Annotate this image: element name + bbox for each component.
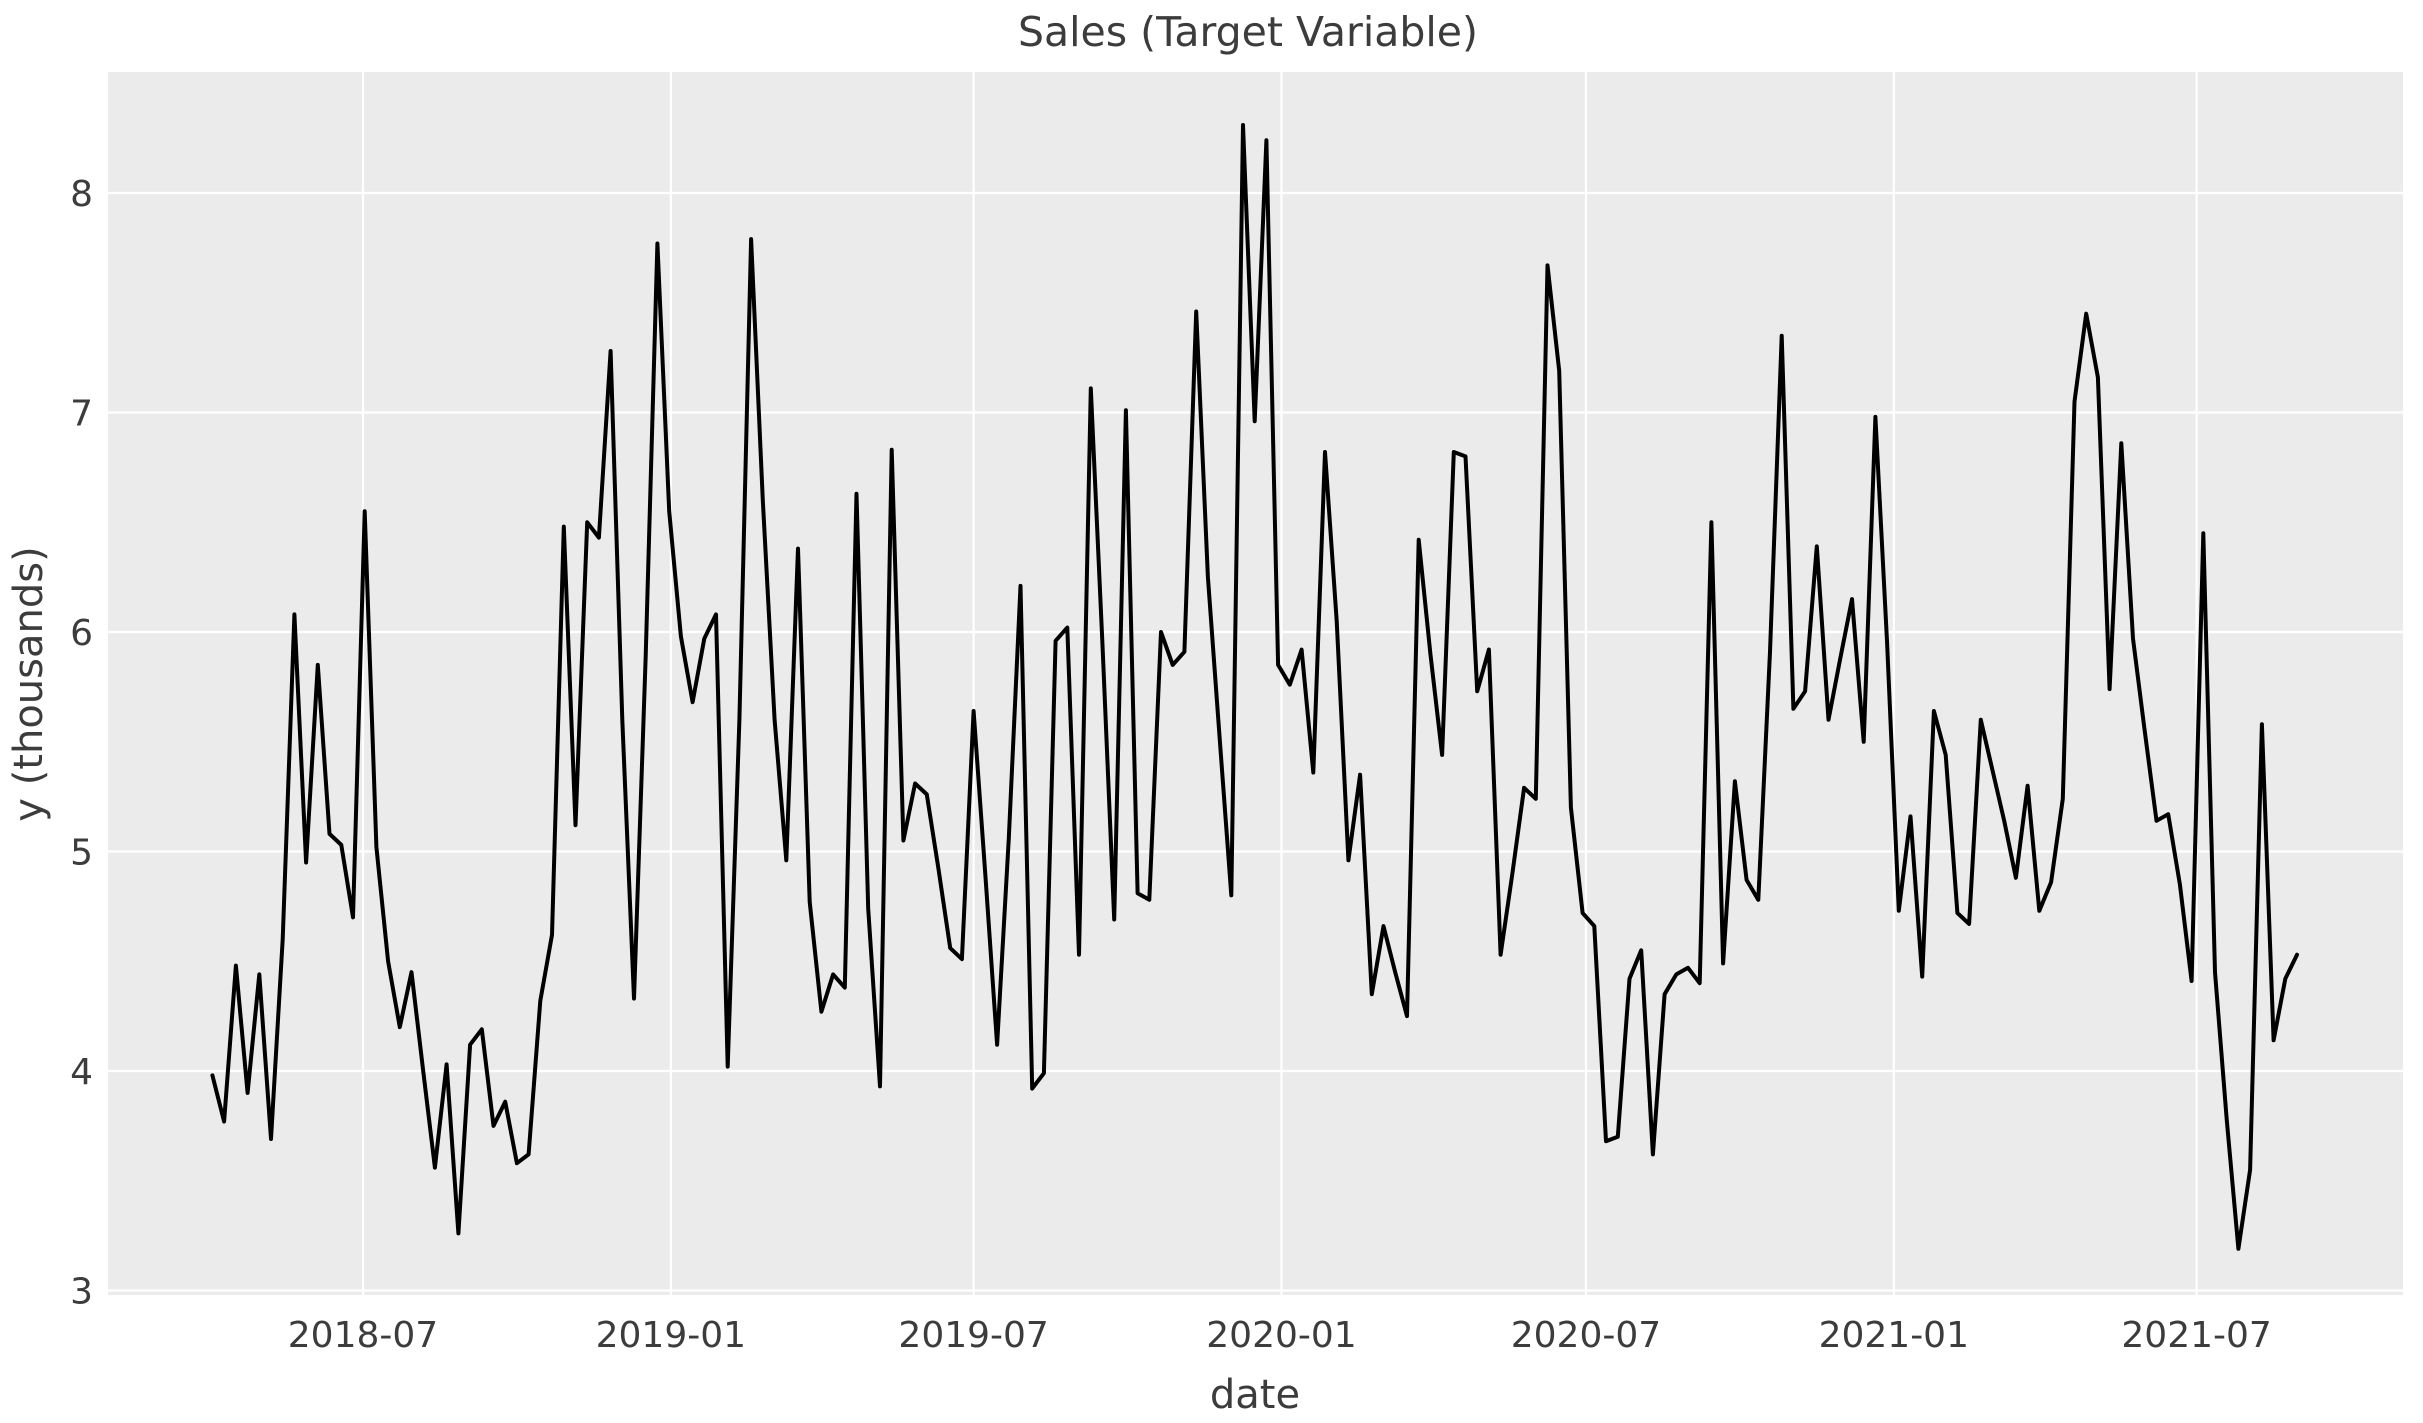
x-tick-label: 2021-07	[2121, 1315, 2271, 1356]
x-tick-label: 2019-01	[596, 1315, 746, 1356]
y-tick-label: 6	[70, 613, 93, 654]
y-tick-label: 3	[70, 1272, 93, 1313]
y-axis-label: y (thousands)	[6, 546, 52, 821]
x-tick-label: 2020-01	[1206, 1315, 1356, 1356]
x-tick-labels: 2018-07 2019-01 2019-07 2020-01 2020-07 2021-…	[288, 1315, 2272, 1356]
x-tick-label: 2020-07	[1511, 1315, 1661, 1356]
y-tick-label: 5	[70, 833, 93, 874]
y-tick-label: 7	[70, 394, 93, 435]
y-tick-label: 4	[70, 1052, 93, 1093]
x-tick-label: 2021-01	[1819, 1315, 1969, 1356]
plot-area	[108, 72, 2403, 1295]
x-gridlines	[361, 72, 2198, 1295]
x-tick-label: 2018-07	[288, 1315, 438, 1356]
y-tick-label: 8	[70, 174, 93, 215]
x-axis-label: date	[1210, 1372, 1300, 1418]
x-tick-label: 2019-07	[898, 1315, 1048, 1356]
y-tick-labels: 3 4 5 6 7 8	[70, 174, 93, 1313]
data-line	[210, 123, 2299, 1251]
chart-title: Sales (Target Variable)	[1018, 8, 1478, 56]
